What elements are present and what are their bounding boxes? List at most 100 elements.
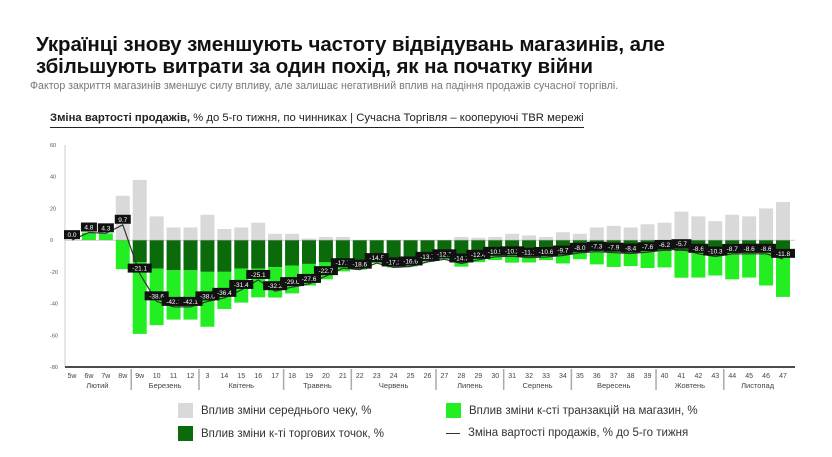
bar-stores [183, 240, 198, 271]
data-label-bg [195, 291, 220, 301]
title-line-2: збільшують витрати за один похід, як на … [36, 55, 593, 78]
data-label: -31.4 [234, 282, 249, 289]
x-tick-label: 23 [373, 373, 381, 380]
y-tick-label: -80 [50, 365, 58, 371]
bar-stores [268, 240, 283, 268]
bar-transactions [759, 251, 774, 286]
bar-stores [776, 240, 790, 252]
data-label: -22.7 [319, 268, 334, 275]
data-label-bg [483, 246, 508, 256]
data-label: -16.6 [403, 258, 418, 265]
bar-transactions [589, 251, 604, 265]
data-label-bg [569, 242, 590, 252]
bar-avg-check [318, 236, 333, 241]
data-label-bg [144, 291, 169, 301]
data-label: -10.3 [708, 248, 723, 255]
data-label-bg [263, 281, 288, 291]
x-tick-label: 37 [610, 373, 618, 380]
data-label-bg [297, 273, 321, 283]
bar-avg-check [759, 208, 774, 241]
data-label: -5.7 [676, 241, 688, 248]
x-tick-label: 47 [779, 373, 787, 380]
bar-stores [234, 240, 249, 269]
bar-transactions [640, 251, 655, 269]
x-tick-label: 34 [559, 373, 567, 380]
data-label-bg [212, 287, 237, 297]
bar-stores [251, 240, 266, 269]
bar-avg-check [555, 232, 570, 241]
bar-transactions [555, 252, 570, 264]
bar-transactions [657, 251, 672, 268]
data-label-bg [229, 279, 254, 289]
bar-avg-check [471, 237, 486, 241]
legend-line-icon [446, 432, 460, 434]
data-label-bg [756, 243, 777, 253]
data-label-bg [552, 245, 573, 255]
chart-title-rest: % до 5-го тижня, по чинниках | Сучасна Т… [190, 112, 584, 124]
data-label-bg [381, 257, 406, 267]
month-label: Серпень [523, 381, 553, 390]
data-label: -17.7 [335, 260, 350, 267]
data-label-bg [398, 256, 423, 266]
y-tick-label: -60 [50, 333, 58, 339]
x-tick-label: 22 [356, 373, 364, 380]
bar-stores [217, 240, 232, 272]
bar-stores [454, 240, 469, 256]
data-label: -38.6 [149, 293, 164, 300]
title-line-1: Українці знову зменшують частоту відвіду… [36, 33, 665, 56]
bar-transactions [708, 251, 723, 276]
data-label-bg [127, 263, 152, 273]
x-tick-label: 9w [135, 373, 145, 380]
bar-avg-check [183, 227, 198, 241]
x-tick-label: 24 [390, 373, 398, 380]
y-tick-label: -20 [50, 270, 58, 276]
bar-avg-check [149, 216, 164, 241]
bar-avg-check [640, 224, 655, 241]
bar-avg-check [623, 227, 638, 241]
month-label: Травень [303, 381, 332, 390]
data-label: -25.1 [251, 272, 266, 279]
x-tick-label: 3 [205, 373, 209, 380]
data-label: -8.4 [625, 245, 637, 252]
bar-avg-check [572, 233, 587, 241]
legend-stores: Вплив зміни к-ті торгових точок, % [178, 426, 384, 441]
legend-swatch-gray [178, 403, 193, 418]
data-label-bg [671, 239, 692, 249]
data-label-bg [654, 239, 675, 249]
data-label-bg [80, 222, 97, 232]
data-label-bg [722, 243, 743, 253]
data-label: -12.1 [437, 251, 452, 258]
x-tick-label: 27 [441, 373, 449, 380]
bar-transactions [606, 251, 621, 267]
month-label: Березень [149, 381, 182, 390]
data-label: 4.8 [84, 225, 93, 232]
bar-avg-check [217, 229, 232, 241]
bar-transactions [572, 252, 587, 260]
x-tick-label: 43 [711, 373, 719, 380]
x-tick-label: 32 [525, 373, 533, 380]
chart-title-bold: Зміна вартості продажів, [50, 112, 191, 124]
y-tick-label: 40 [50, 175, 56, 181]
y-tick-label: 20 [50, 206, 56, 212]
x-tick-label: 41 [678, 373, 686, 380]
data-label: -12.4 [471, 252, 486, 259]
x-tick-label: 46 [762, 373, 770, 380]
bar-transactions [183, 270, 198, 320]
x-tick-label: 33 [542, 373, 550, 380]
data-label-bg [739, 243, 760, 253]
bar-stores [149, 240, 164, 269]
data-label-bg [466, 249, 491, 259]
x-tick-label: 26 [424, 373, 432, 380]
x-tick-label: 10 [153, 373, 161, 380]
x-tick-label: 19 [305, 373, 313, 380]
bar-avg-check [132, 179, 147, 241]
data-label-bg [364, 253, 389, 263]
data-label: -18.6 [352, 262, 367, 269]
data-label: -27.6 [302, 276, 317, 283]
bar-transactions [725, 251, 740, 280]
bar-avg-check [539, 236, 553, 241]
bar-avg-check [200, 214, 215, 241]
data-label-bg [637, 242, 658, 252]
bar-stores [335, 240, 350, 263]
